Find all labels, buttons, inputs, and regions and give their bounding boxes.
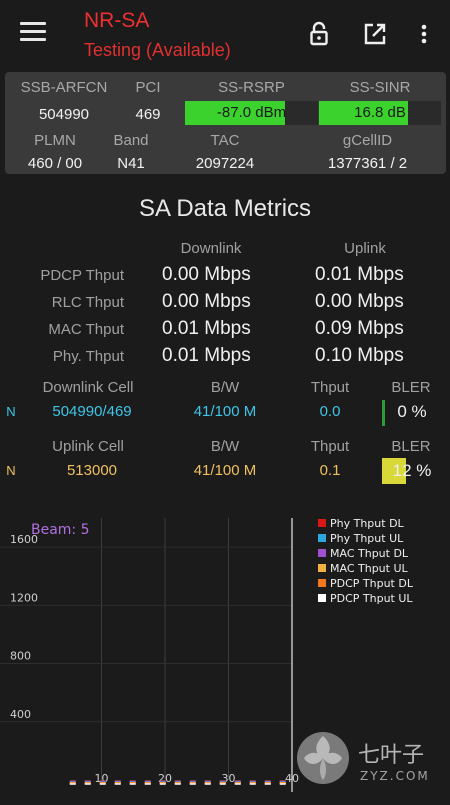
legend-label: PDCP Thput DL (330, 577, 414, 590)
ssb-arfcn-label: SSB-ARFCN (20, 79, 108, 96)
y-tick-label: 800 (10, 650, 31, 663)
legend-label: MAC Thput DL (330, 547, 409, 560)
dl-bler-bar (382, 400, 385, 426)
gcellid-label: gCellID (342, 132, 393, 149)
band-value: N41 (117, 155, 145, 172)
band-label: Band (113, 132, 149, 149)
tac-label: TAC (210, 132, 240, 149)
rsrp-bar-fill (185, 101, 285, 125)
metric-ul-mac: 0.09 Mbps (315, 318, 404, 339)
rsrp-bar: -87.0 dBm (185, 101, 318, 125)
rsrp-label: SS-RSRP (218, 79, 285, 96)
dl-bw-header: B/W (210, 379, 240, 396)
metrics-title: SA Data Metrics (138, 195, 312, 222)
metric-ul-pdcp: 0.01 Mbps (315, 264, 404, 285)
ul-bandwidth: 41/100 M (193, 462, 257, 479)
pci-value: 469 (135, 106, 161, 123)
app-title: NR-SA (84, 9, 150, 32)
plmn-value: 460 / 00 (27, 155, 83, 172)
sinr-bar: 16.8 dB (319, 101, 441, 125)
throughput-chart: 10 20 30 40 400 800 1200 1600 Beam: 5 Phy Thput D… (0, 508, 450, 800)
legend-swatch (318, 549, 326, 557)
legend-label: Phy Thput UL (330, 532, 404, 545)
leaf-logo-icon: 七叶子 ZYZ.COM (297, 732, 430, 784)
watermark-domain: ZYZ.COM (360, 769, 430, 783)
y-tick-label: 1600 (10, 533, 38, 546)
uplink-header: Uplink (344, 240, 386, 257)
dl-bler-value: 0 % (397, 402, 427, 421)
dl-cell-tag: N (6, 404, 16, 419)
metric-label-mac: MAC Thput (48, 321, 124, 338)
metric-dl-mac: 0.01 Mbps (162, 318, 251, 339)
legend-swatch (318, 534, 326, 542)
more-vert-icon[interactable] (410, 20, 438, 48)
plmn-label: PLMN (34, 132, 76, 149)
legend-label: PDCP Thput UL (330, 592, 413, 605)
metric-label-rlc: RLC Thput (51, 294, 124, 311)
sinr-bar-fill (319, 101, 409, 125)
tac-value: 2097224 (195, 155, 255, 172)
metric-dl-rlc: 0.00 Mbps (162, 291, 251, 312)
ul-cell-tag: N (6, 463, 16, 478)
dl-thput: 0.0 (319, 403, 341, 420)
menu-icon[interactable] (20, 22, 46, 44)
ul-bler-bar (382, 458, 406, 484)
ul-bler-value: 12 % (392, 461, 432, 480)
sinr-label: SS-SINR (349, 79, 411, 96)
app-bar: NR-SA Testing (Available) (0, 0, 450, 68)
legend-swatch (318, 564, 326, 572)
watermark-brand: 七叶子 (358, 743, 424, 768)
pci-label: PCI (135, 79, 161, 96)
ul-cell-id: 513000 (66, 462, 118, 479)
metric-label-phy: Phy. Thput (52, 348, 124, 365)
serving-cell-info: SSB-ARFCN PCI SS-RSRP SS-SINR 504990 469… (5, 72, 446, 174)
rsrp-value: -87.0 dBm (216, 104, 287, 121)
dl-cell-id: 504990/469 (52, 403, 132, 420)
metric-label-pdcp: PDCP Thput (40, 267, 124, 284)
legend-swatch (318, 594, 326, 602)
downlink-header: Downlink (180, 240, 242, 257)
lock-icon[interactable] (305, 20, 333, 48)
metric-ul-rlc: 0.00 Mbps (315, 291, 404, 312)
sinr-value: 16.8 dB (354, 104, 406, 121)
legend-swatch (318, 519, 326, 527)
ul-thput-header: Thput (310, 438, 350, 455)
metric-ul-phy: 0.10 Mbps (315, 345, 404, 366)
gcellid-value: 1377361 / 2 (327, 155, 408, 172)
ul-bler-header: BLER (391, 438, 431, 455)
legend-label: MAC Thput UL (330, 562, 409, 575)
ul-thput: 0.1 (319, 462, 341, 479)
legend-swatch (318, 579, 326, 587)
beam-annotation: Beam: 5 (31, 522, 90, 538)
legend-label: Phy Thput DL (330, 517, 405, 530)
ul-bw-header: B/W (210, 438, 240, 455)
metric-dl-phy: 0.01 Mbps (162, 345, 251, 366)
dl-cell-header: Downlink Cell (42, 379, 134, 396)
ul-cell-header: Uplink Cell (52, 438, 124, 455)
metric-dl-pdcp: 0.00 Mbps (162, 264, 251, 285)
export-icon[interactable] (361, 20, 389, 48)
test-status: Testing (Available) (84, 40, 231, 60)
y-tick-label: 1200 (10, 591, 38, 604)
dl-thput-header: Thput (310, 379, 350, 396)
dl-bler-header: BLER (391, 379, 431, 396)
y-tick-label: 400 (10, 708, 31, 721)
ssb-arfcn-value: 504990 (38, 106, 90, 123)
dl-bandwidth: 41/100 M (193, 403, 257, 420)
watermark-logo: 七叶子 ZYZ.COM (296, 728, 446, 788)
